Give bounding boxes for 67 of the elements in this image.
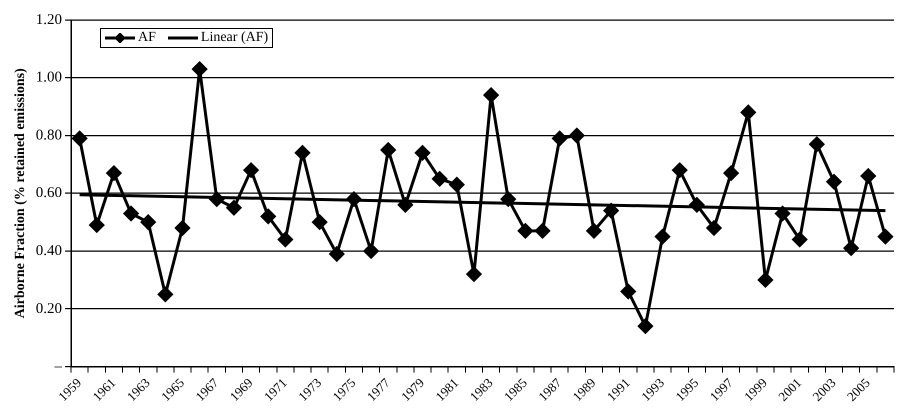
y-tick-label: 0.40 [36,242,62,259]
point [484,88,499,103]
x-tick-label: 1969 [226,375,256,404]
x-tick-label: 1959 [55,375,84,404]
point [72,130,88,146]
point [364,244,379,259]
point [329,246,344,262]
point [124,206,139,222]
x-tick-label: 1999 [740,375,770,404]
x-tick-label: 1971 [260,375,290,404]
point [878,229,893,244]
point [740,104,756,120]
y-axis-title: Airborne Fraction (% retained emissions) [13,68,28,318]
point [398,197,413,212]
point [346,192,362,207]
point [569,128,584,144]
y-tick-label: – [54,358,63,375]
point [244,162,259,178]
point [826,174,842,190]
point [655,229,670,244]
point [844,240,859,256]
point [380,142,396,158]
x-tick-label: 1979 [398,375,428,404]
point [604,203,619,218]
point [260,208,276,224]
point [860,168,876,184]
point [792,232,808,248]
point [295,145,310,160]
point [158,286,173,302]
point [449,177,464,192]
x-tick-label: 1961 [89,375,118,404]
point [140,214,156,230]
point [552,130,568,146]
point [586,223,602,238]
point [89,218,104,233]
point [672,162,688,178]
point [226,200,242,216]
y-tick-label: 1.20 [36,12,62,28]
point [689,197,704,212]
point [466,266,482,282]
point [415,145,430,160]
point [809,136,824,152]
x-tick-label: 1991 [604,375,633,404]
point [638,318,653,334]
point [209,192,224,207]
point [312,214,328,230]
y-tick-label: 0.20 [36,300,62,317]
point [432,171,448,186]
point [775,206,790,222]
x-tick-label: 1989 [570,375,599,404]
point [620,284,636,299]
point [174,220,190,236]
legend-label: AF [138,30,156,46]
y-tick-label: 1.00 [36,70,62,86]
point [278,232,293,248]
point [192,62,208,77]
x-tick-label: 1981 [432,375,462,404]
point [758,272,773,288]
point [535,223,550,238]
point [500,192,516,207]
y-tick-label: 0.60 [36,185,62,202]
point [106,166,122,181]
point [518,223,533,238]
legend-label: Linear (AF) [200,30,268,46]
point [706,220,722,236]
y-tick-label: 0.80 [36,127,62,144]
point [724,166,739,181]
